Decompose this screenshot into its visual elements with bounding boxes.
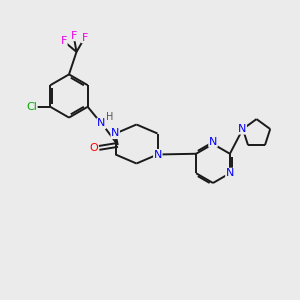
Text: F: F bbox=[82, 33, 88, 43]
Text: N: N bbox=[238, 124, 246, 134]
Text: N: N bbox=[154, 149, 162, 160]
Text: N: N bbox=[111, 128, 119, 139]
Text: F: F bbox=[70, 31, 77, 41]
Text: N: N bbox=[226, 168, 234, 178]
Text: Cl: Cl bbox=[26, 102, 37, 112]
Text: N: N bbox=[97, 118, 105, 128]
Text: H: H bbox=[106, 112, 113, 122]
Text: O: O bbox=[89, 143, 98, 153]
Text: N: N bbox=[209, 137, 217, 147]
Text: F: F bbox=[61, 36, 67, 46]
